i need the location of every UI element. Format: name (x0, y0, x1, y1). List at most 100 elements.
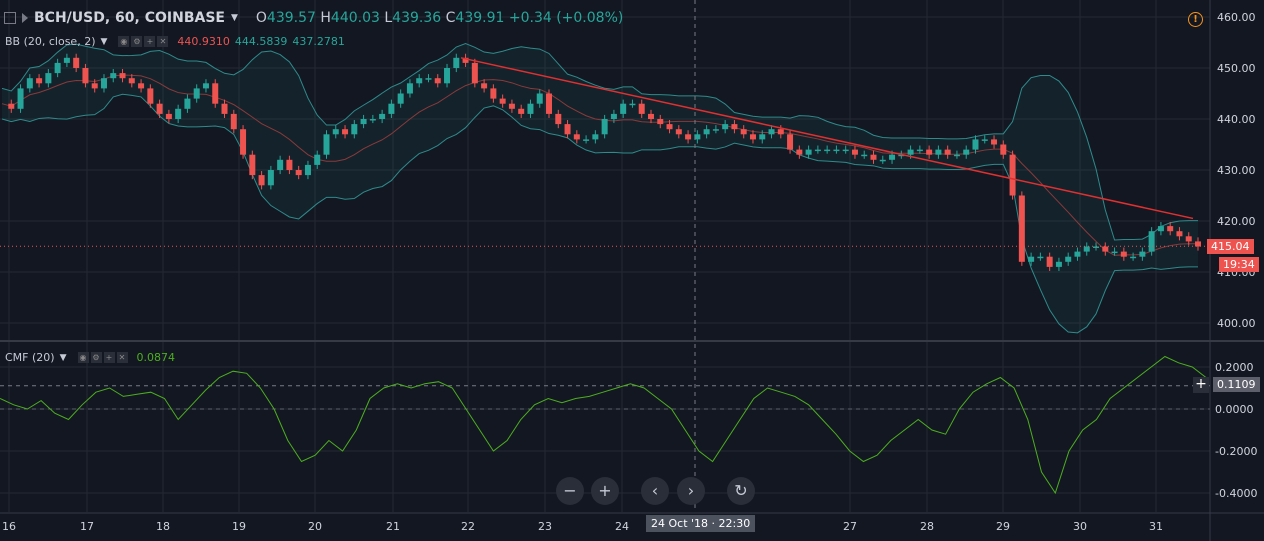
candle-body (759, 134, 766, 140)
candle-body (731, 124, 738, 130)
candle-body (536, 93, 543, 104)
candle-body (1065, 256, 1072, 262)
close-value: 439.91 (455, 10, 505, 26)
reset-chart-button[interactable]: ↻ (727, 477, 755, 505)
candle-body (546, 93, 553, 114)
candle-body (8, 103, 15, 109)
chevron-down-icon[interactable]: ▼ (59, 352, 67, 363)
candle-body (91, 83, 98, 89)
candle-body (471, 62, 478, 84)
bb-fill (2, 43, 1198, 333)
candle-body (397, 93, 404, 104)
candle-body (147, 88, 154, 104)
candle-body (879, 159, 886, 162)
plus-icon[interactable]: + (1193, 377, 1209, 393)
candle-body (981, 139, 988, 141)
candle-body (369, 119, 376, 121)
candle-body (851, 149, 858, 155)
date-tick-label: 30 (1073, 520, 1087, 533)
candle-body (193, 88, 200, 99)
symbol-label[interactable]: BCH/USD, 60, COINBASE (34, 10, 225, 26)
candle-body (573, 134, 580, 140)
candle-body (416, 78, 423, 84)
candle-body (1148, 231, 1155, 252)
candle-body (1176, 231, 1183, 237)
candle-body (490, 88, 497, 99)
open-value: 439.57 (266, 10, 316, 26)
date-tick-label: 28 (920, 520, 934, 533)
add-icon[interactable]: + (103, 352, 115, 363)
bb-upper-value: 444.5839 (234, 35, 288, 48)
cmf-tick-label: 0.0000 (1215, 403, 1254, 416)
scroll-right-button[interactable]: › (677, 477, 705, 505)
close-icon[interactable]: ✕ (116, 352, 128, 363)
candle-body (1195, 241, 1201, 247)
candle-body (657, 119, 664, 125)
zoom-out-button[interactable]: − (556, 477, 584, 505)
candle-body (175, 108, 182, 119)
cmf-tick-label: -0.2000 (1215, 445, 1257, 458)
candle-body (453, 57, 460, 68)
candle-body (119, 73, 126, 79)
candle-body (518, 108, 525, 114)
candle-body (1083, 246, 1090, 252)
gear-icon[interactable]: ⚙ (131, 36, 143, 47)
date-tick-label: 17 (80, 520, 94, 533)
candle-body (332, 129, 339, 135)
ohlc-values: O439.57 H440.03 L439.36 C439.91 +0.34 (+… (256, 10, 623, 26)
date-tick-label: 27 (843, 520, 857, 533)
date-tick-label: 18 (156, 520, 170, 533)
candle-body (1074, 251, 1081, 257)
candle-body (100, 78, 107, 89)
candle-body (230, 113, 237, 130)
close-icon[interactable]: ✕ (157, 36, 169, 47)
candle-body (1130, 256, 1137, 259)
candle-body (110, 73, 117, 79)
candle-body (1046, 256, 1053, 267)
cmf-label[interactable]: CMF (20) (5, 351, 55, 364)
candle-body (675, 129, 682, 135)
chevron-down-icon[interactable]: ▼ (230, 13, 238, 23)
bb-label[interactable]: BB (20, close, 2) (5, 35, 96, 48)
candle-body (777, 129, 784, 135)
candle-body (73, 57, 80, 68)
candle-body (1055, 261, 1062, 267)
bb-basis-line (1, 74, 1198, 256)
candle-body (462, 57, 469, 63)
candle-body (165, 113, 172, 119)
candle-body (666, 124, 673, 130)
chevron-down-icon[interactable]: ▼ (100, 36, 108, 47)
zoom-in-button[interactable]: + (591, 477, 619, 505)
flag-icon[interactable] (22, 13, 28, 23)
add-icon[interactable]: + (144, 36, 156, 47)
candle-body (963, 149, 970, 155)
candle-body (796, 149, 803, 155)
scroll-left-button[interactable]: ‹ (641, 477, 669, 505)
candle-body (564, 124, 571, 135)
candle-body (953, 154, 960, 157)
date-tick-label: 16 (2, 520, 16, 533)
candle-body (508, 103, 515, 109)
gear-icon[interactable]: ⚙ (90, 352, 102, 363)
bb-legend: BB (20, close, 2) ▼ ◉ ⚙ + ✕ 440.9310 444… (5, 35, 345, 48)
bb-upper-line (1, 43, 1198, 241)
warning-icon[interactable]: ! (1188, 12, 1203, 27)
candle-body (694, 134, 701, 140)
candle-body (267, 170, 274, 186)
candle-body (898, 154, 905, 157)
crosshair-time-label: 24 Oct '18 · 22:30 (646, 515, 756, 532)
candle-body (555, 113, 562, 125)
candle-body (444, 68, 451, 84)
candle-body (527, 103, 534, 114)
candle-body (425, 78, 432, 80)
visibility-icon[interactable]: ◉ (118, 36, 130, 47)
candle-body (944, 149, 951, 155)
candle-body (295, 170, 302, 176)
candle-body (128, 78, 135, 84)
candle-body (1009, 154, 1016, 196)
chart-menu-icon[interactable] (4, 12, 16, 24)
candle-body (926, 149, 933, 155)
candle-body (63, 57, 70, 63)
visibility-icon[interactable]: ◉ (77, 352, 89, 363)
